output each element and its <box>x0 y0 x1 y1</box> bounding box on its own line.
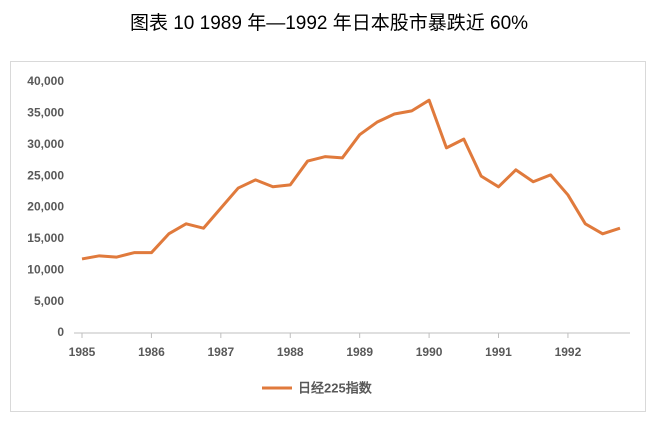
x-tick-label: 1990 <box>416 345 443 359</box>
y-tick-label: 0 <box>57 325 64 339</box>
y-tick-label: 5,000 <box>34 294 64 308</box>
y-tick-label: 35,000 <box>27 106 64 120</box>
legend-label: 日经225指数 <box>298 380 373 395</box>
y-tick-label: 20,000 <box>27 200 64 214</box>
chart-title: 图表 10 1989 年—1992 年日本股市暴跌近 60% <box>130 12 528 34</box>
line-series <box>81 98 621 261</box>
x-tick-label: 1986 <box>138 345 165 359</box>
x-tick-label: 1992 <box>555 345 582 359</box>
x-tick-label: 1987 <box>207 345 234 359</box>
x-tick-label: 1985 <box>69 345 96 359</box>
y-tick-label: 10,000 <box>27 262 64 276</box>
y-tick-label: 15,000 <box>27 231 64 245</box>
y-tick-label: 25,000 <box>27 168 64 182</box>
y-tick-label: 40,000 <box>27 74 64 88</box>
x-tick-label: 1989 <box>346 345 373 359</box>
chart-frame <box>10 61 646 412</box>
x-tick-label: 1988 <box>277 345 304 359</box>
x-tick-label: 1991 <box>485 345 512 359</box>
y-tick-label: 30,000 <box>27 137 64 151</box>
